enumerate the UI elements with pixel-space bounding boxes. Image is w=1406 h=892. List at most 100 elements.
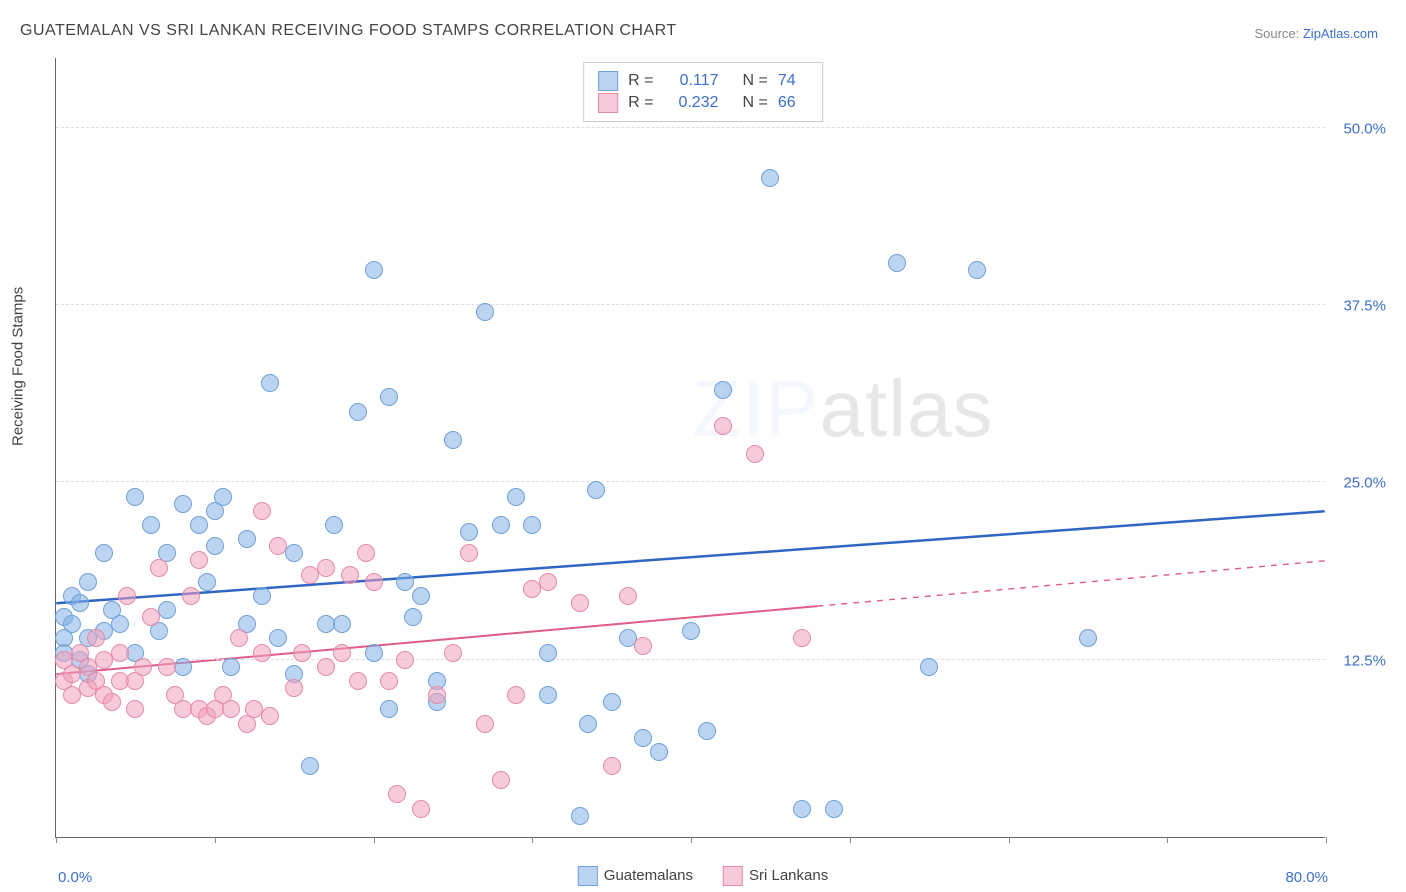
- data-point: [174, 495, 192, 513]
- data-point: [571, 807, 589, 825]
- data-point: [269, 537, 287, 555]
- data-point: [206, 537, 224, 555]
- legend-swatch: [598, 71, 618, 91]
- legend-series: Guatemalans Sri Lankans: [578, 866, 828, 886]
- data-point: [190, 516, 208, 534]
- data-point: [380, 388, 398, 406]
- x-axis-min-label: 0.0%: [58, 869, 92, 886]
- legend-stat-row: R =0.117N =74: [598, 71, 808, 91]
- data-point: [103, 693, 121, 711]
- data-point: [317, 559, 335, 577]
- data-point: [214, 488, 232, 506]
- gridline: [56, 481, 1325, 482]
- data-point: [539, 644, 557, 662]
- data-point: [253, 644, 271, 662]
- data-point: [412, 800, 430, 818]
- legend-swatch: [598, 93, 618, 113]
- data-point: [888, 254, 906, 272]
- x-tick: [850, 837, 851, 843]
- legend-entry: Sri Lankans: [723, 866, 828, 886]
- data-point: [111, 615, 129, 633]
- data-point: [1079, 629, 1097, 647]
- legend-entry: Guatemalans: [578, 866, 693, 886]
- data-point: [396, 573, 414, 591]
- data-point: [142, 516, 160, 534]
- data-point: [134, 658, 152, 676]
- data-point: [198, 573, 216, 591]
- x-axis-max-label: 80.0%: [1285, 869, 1328, 886]
- data-point: [285, 679, 303, 697]
- gridline: [56, 127, 1325, 128]
- data-point: [396, 651, 414, 669]
- data-point: [825, 800, 843, 818]
- data-point: [603, 757, 621, 775]
- data-point: [111, 644, 129, 662]
- data-point: [444, 431, 462, 449]
- data-point: [444, 644, 462, 662]
- data-point: [317, 658, 335, 676]
- data-point: [460, 544, 478, 562]
- data-point: [142, 608, 160, 626]
- data-point: [714, 417, 732, 435]
- y-tick-label: 12.5%: [1343, 652, 1386, 669]
- data-point: [388, 785, 406, 803]
- data-point: [95, 544, 113, 562]
- x-tick: [691, 837, 692, 843]
- data-point: [230, 629, 248, 647]
- data-point: [325, 516, 343, 534]
- data-point: [476, 715, 494, 733]
- data-point: [261, 707, 279, 725]
- data-point: [793, 800, 811, 818]
- data-point: [285, 544, 303, 562]
- data-point: [619, 587, 637, 605]
- data-point: [269, 629, 287, 647]
- data-point: [349, 672, 367, 690]
- source-link[interactable]: ZipAtlas.com: [1303, 26, 1378, 41]
- data-point: [603, 693, 621, 711]
- data-point: [182, 587, 200, 605]
- data-point: [460, 523, 478, 541]
- data-point: [539, 573, 557, 591]
- data-point: [587, 481, 605, 499]
- data-point: [761, 169, 779, 187]
- data-point: [698, 722, 716, 740]
- y-axis-label: Receiving Food Stamps: [10, 287, 27, 446]
- data-point: [126, 700, 144, 718]
- data-point: [523, 516, 541, 534]
- data-point: [571, 594, 589, 612]
- data-point: [261, 374, 279, 392]
- y-tick-label: 50.0%: [1343, 120, 1386, 137]
- gridline: [56, 304, 1325, 305]
- data-point: [920, 658, 938, 676]
- data-point: [365, 644, 383, 662]
- scatter-plot: ZIPatlas: [55, 58, 1325, 838]
- data-point: [341, 566, 359, 584]
- legend-swatch: [578, 866, 598, 886]
- data-point: [79, 573, 97, 591]
- data-point: [71, 594, 89, 612]
- x-tick: [1326, 837, 1327, 843]
- data-point: [365, 261, 383, 279]
- data-point: [682, 622, 700, 640]
- x-tick: [56, 837, 57, 843]
- data-point: [579, 715, 597, 733]
- y-tick-label: 37.5%: [1343, 298, 1386, 315]
- data-point: [126, 488, 144, 506]
- data-point: [333, 615, 351, 633]
- data-point: [293, 644, 311, 662]
- x-tick: [374, 837, 375, 843]
- data-point: [253, 587, 271, 605]
- data-point: [253, 502, 271, 520]
- data-point: [634, 637, 652, 655]
- data-point: [118, 587, 136, 605]
- data-point: [507, 686, 525, 704]
- x-tick: [215, 837, 216, 843]
- data-point: [238, 530, 256, 548]
- data-point: [428, 686, 446, 704]
- data-point: [365, 573, 383, 591]
- data-point: [968, 261, 986, 279]
- y-tick-label: 25.0%: [1343, 475, 1386, 492]
- data-point: [492, 516, 510, 534]
- data-point: [404, 608, 422, 626]
- data-point: [650, 743, 668, 761]
